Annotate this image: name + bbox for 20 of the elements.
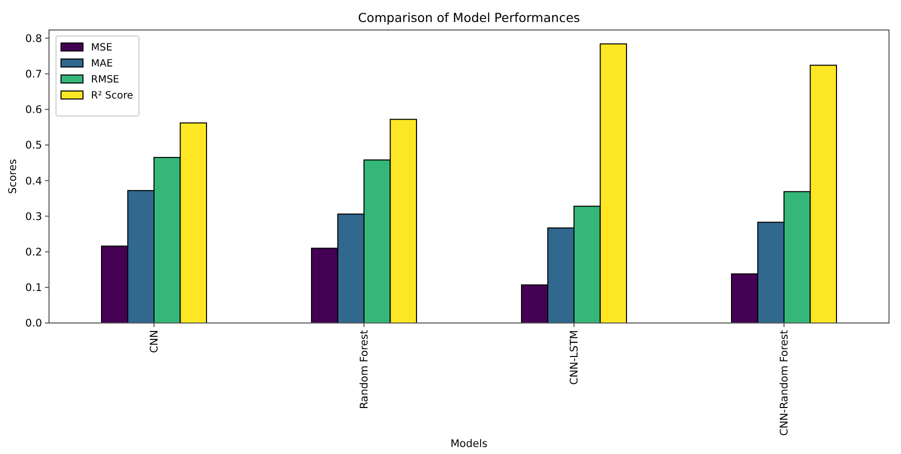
x-tick-label: CNN-LSTM	[568, 330, 581, 385]
y-tick-label: 0.7	[25, 68, 42, 80]
y-tick-label: 0.5	[25, 140, 42, 152]
y-tick-label: 0.1	[25, 282, 42, 294]
y-tick-label: 0.2	[25, 246, 42, 258]
x-tick-label: CNN	[148, 330, 161, 354]
y-tick-label: 0.8	[25, 32, 42, 45]
y-axis-title: Scores	[7, 159, 19, 194]
legend-label: MAE	[91, 58, 113, 70]
y-tick-label: 0.6	[25, 104, 42, 116]
x-tick-label: Random Forest	[358, 330, 371, 410]
y-tick-label: 0.4	[25, 175, 42, 188]
legend-label: RMSE	[91, 74, 120, 86]
x-tick-label: CNN-Random Forest	[778, 330, 791, 436]
legend-label: MSE	[91, 42, 112, 54]
x-axis-title: Models	[450, 438, 488, 450]
y-tick-label: 0.3	[25, 210, 42, 223]
y-tick-label: 0.0	[25, 318, 42, 330]
legend-label: R² Score	[91, 90, 134, 102]
chart-title: Comparison of Model Performances	[358, 10, 580, 25]
